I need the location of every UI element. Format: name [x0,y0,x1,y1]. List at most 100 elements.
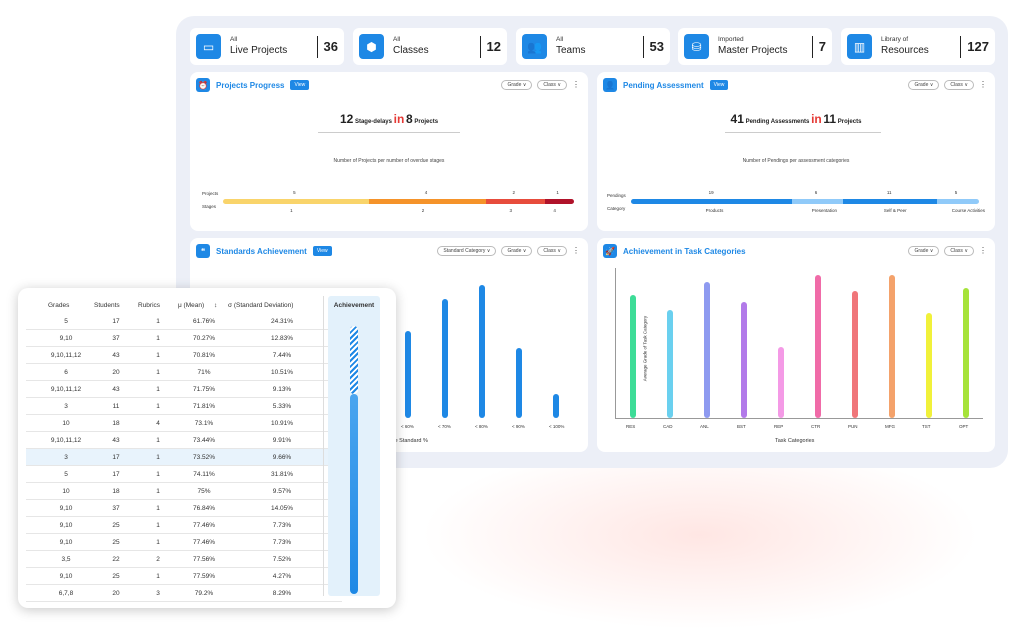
row-label-category: Category [607,206,626,211]
stat-label: Live Projects [230,44,288,56]
chart-bar [741,301,747,418]
table-row[interactable]: 9,10 25 1 77.46% 7.73% [26,534,342,551]
table-cell: 71.75% [192,386,216,393]
table-row[interactable]: 5 17 1 61.76% 24.31% [26,313,342,330]
stat-card[interactable]: ⬢ All Classes 12 [353,28,507,65]
column-header[interactable]: σ (Standard Deviation) [228,302,294,309]
more-options-icon[interactable]: ⋮ [979,80,987,89]
view-button[interactable]: View [312,246,332,256]
segment-label: 1 [290,208,293,213]
table-row[interactable]: 6,7,8 20 3 79.2% 8.29% [26,585,342,602]
table-cell: 5.33% [272,403,292,410]
table-row[interactable]: 9,10 37 1 76.84% 14.05% [26,500,342,517]
class-dropdown[interactable]: Class ∨ [944,246,974,256]
bar-segment [936,199,979,204]
table-cell: 9.13% [272,386,292,393]
chart-bar [963,287,969,418]
x-tick-label: MFG [885,424,895,429]
table-cell: 77.59% [192,573,216,580]
table-cell: 25 [112,522,120,529]
bar-segment [369,199,487,204]
table-cell: 9,10 [59,522,73,529]
table-cell: 1 [156,369,160,376]
table-row[interactable]: 3 11 1 71.81% 5.33% [26,398,342,415]
stat-small-label: Library of [881,36,909,44]
grade-dropdown[interactable]: Grade ∨ [908,80,940,90]
table-row[interactable]: 9,10,11,12 43 1 70.81% 7.44% [26,347,342,364]
more-options-icon[interactable]: ⋮ [572,80,580,89]
table-cell: 20 [112,369,120,376]
table-row[interactable]: 9,10 25 1 77.46% 7.73% [26,517,342,534]
table-row[interactable]: 9,10,11,12 43 1 71.75% 9.13% [26,381,342,398]
headline: 41 Pending Assessments in 11 Projects [730,112,862,126]
x-tick-label: < 100% [549,424,565,429]
table-row[interactable]: 3 17 1 73.52% 9.66% [26,449,342,466]
stat-card[interactable]: ▭ All Live Projects 36 [190,28,344,65]
grade-dropdown[interactable]: Grade ∨ [908,246,940,256]
chart-bar [405,331,411,418]
segment-label: 4 [553,208,556,213]
column-header[interactable]: Rubrics [138,302,161,309]
stat-card[interactable]: ▥ Library of Resources 127 [841,28,995,65]
table-cell: 9.66% [272,454,292,461]
table-row[interactable]: 10 18 1 75% 9.57% [26,483,342,500]
alarm-clock-icon: ⏰ [196,78,210,92]
table-cell: 14.05% [270,505,294,512]
card-title: Achievement in Task Categories [623,246,746,256]
chart-bar [926,313,932,418]
table-cell: 31.81% [270,471,294,478]
stat-value: 36 [316,35,338,58]
table-cell: 4 [156,420,160,427]
grade-dropdown[interactable]: Grade ∨ [501,80,533,90]
bar-segment [792,199,844,204]
stat-label: Master Projects [718,44,788,56]
segment-value: 2 [512,190,516,195]
table-cell: 24.31% [270,318,294,325]
table-cell: 18 [112,420,120,427]
view-button[interactable]: View [709,80,729,90]
table-cell: 12.83% [270,335,294,342]
table-cell: 5 [64,471,68,478]
chart-bar [704,282,710,418]
x-tick-label: < 60% [401,424,414,429]
more-options-icon[interactable]: ⋮ [979,246,987,255]
grade-dropdown[interactable]: Grade ∨ [501,246,533,256]
column-header[interactable]: Grades [48,302,70,309]
table-cell: 6 [64,369,68,376]
segment-value: 5 [293,190,296,195]
table-cell: 76.84% [192,505,216,512]
card-title: Pending Assessment [623,80,704,90]
table-row[interactable]: 9,10 37 1 70.27% 12.83% [26,330,342,347]
segment-value: 1 [556,190,559,195]
table-row[interactable]: 9,10,11,12 43 1 73.44% 9.91% [26,432,342,449]
table-cell: 10 [62,420,70,427]
table-cell: 20 [112,590,120,597]
table-cell: 1 [156,505,160,512]
achievement-column: Achievement [328,296,380,596]
table-cell: 1 [156,573,160,580]
table-row[interactable]: 6 20 1 71% 10.51% [26,364,342,381]
table-row[interactable]: 10 18 4 73.1% 10.91% [26,415,342,432]
stat-card[interactable]: 👥 All Teams 53 [516,28,670,65]
class-dropdown[interactable]: Class ∨ [944,80,974,90]
chart-subtitle: Number of Pendings per assessment catego… [742,158,850,164]
stat-label: Classes [393,44,429,56]
class-dropdown[interactable]: Class ∨ [537,80,567,90]
chart-subtitle: Number of Projects per number of overdue… [333,158,445,164]
table-row[interactable]: 3,5 22 2 77.56% 7.52% [26,551,342,568]
sort-icon[interactable]: ↕ [214,302,218,309]
column-header[interactable]: Students [94,302,120,309]
standard-category-dropdown[interactable]: Standard Category ∨ [437,246,497,256]
column-header[interactable]: μ (Mean) [178,302,205,309]
more-options-icon[interactable]: ⋮ [572,246,580,255]
view-button[interactable]: View [290,80,310,90]
stat-card[interactable]: ⛁ Imported Master Projects 7 [678,28,832,65]
table-row[interactable]: 5 17 1 74.11% 31.81% [26,466,342,483]
class-dropdown[interactable]: Class ∨ [537,246,567,256]
table-cell: 43 [112,352,120,359]
table-cell: 70.27% [192,335,216,342]
x-axis-label: the Standard % [390,438,428,444]
table-row[interactable]: 9,10 25 1 77.59% 4.27% [26,568,342,585]
x-tick-label: RES [626,424,636,429]
row-label-pendings: Pendings [607,193,626,198]
